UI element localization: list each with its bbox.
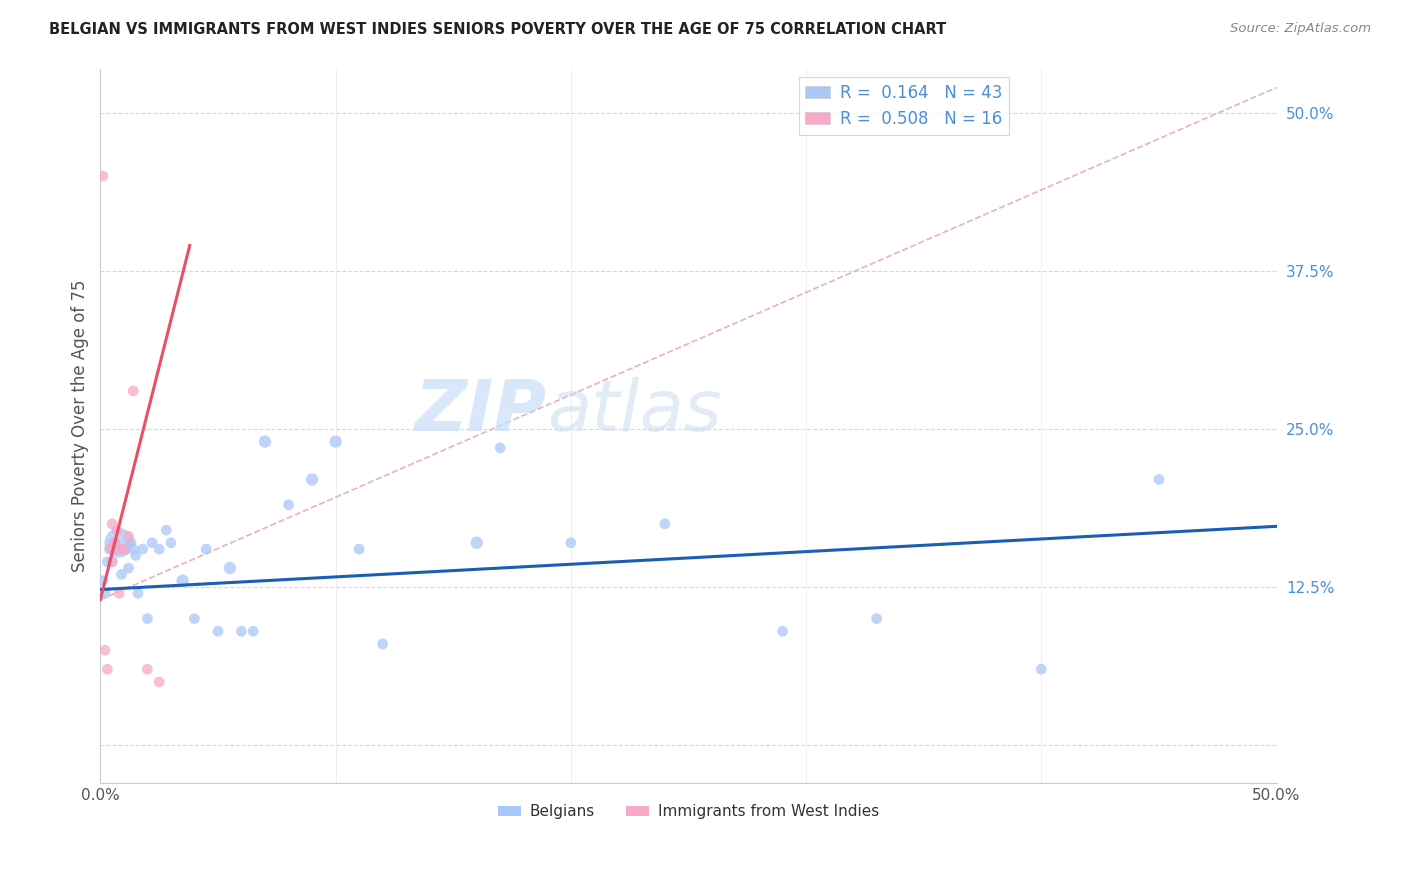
Text: Source: ZipAtlas.com: Source: ZipAtlas.com [1230, 22, 1371, 36]
Point [124, 549, 146, 563]
Point [155, 523, 177, 537]
Point [105, 542, 128, 557]
Point [120, 535, 142, 549]
Point [96, 662, 118, 676]
Point [277, 498, 299, 512]
Point [105, 523, 128, 537]
Point [96, 555, 118, 569]
Point [136, 612, 159, 626]
Point [141, 535, 163, 549]
Text: atlas: atlas [547, 377, 721, 446]
Point [91, 169, 114, 183]
Point [301, 473, 323, 487]
Point [94, 586, 117, 600]
Point [131, 542, 153, 557]
Point [117, 561, 139, 575]
Point [242, 624, 264, 639]
Point [122, 384, 145, 398]
Text: ZIP: ZIP [415, 377, 547, 446]
Point [560, 535, 582, 549]
Point [103, 535, 125, 549]
Point [371, 637, 394, 651]
Point [1147, 473, 1170, 487]
Point [195, 542, 218, 557]
Legend: Belgians, Immigrants from West Indies: Belgians, Immigrants from West Indies [492, 798, 886, 825]
Point [127, 586, 149, 600]
Text: BELGIAN VS IMMIGRANTS FROM WEST INDIES SENIORS POVERTY OVER THE AGE OF 75 CORREL: BELGIAN VS IMMIGRANTS FROM WEST INDIES S… [49, 22, 946, 37]
Point [1031, 662, 1053, 676]
Point [122, 542, 145, 557]
Point [101, 555, 124, 569]
Point [347, 542, 370, 557]
Point [98, 542, 121, 557]
Point [108, 535, 131, 549]
Point [98, 542, 121, 557]
Point [148, 542, 170, 557]
Point [772, 624, 794, 639]
Point [218, 561, 240, 575]
Point [865, 612, 887, 626]
Point [183, 612, 205, 626]
Point [101, 555, 124, 569]
Point [101, 516, 124, 531]
Point [112, 542, 135, 557]
Point [231, 624, 253, 639]
Point [112, 542, 135, 557]
Point [654, 516, 676, 531]
Point [105, 542, 128, 557]
Point [160, 535, 183, 549]
Point [110, 567, 132, 582]
Point [103, 535, 125, 549]
Y-axis label: Seniors Poverty Over the Age of 75: Seniors Poverty Over the Age of 75 [72, 279, 89, 572]
Point [110, 542, 132, 557]
Point [253, 434, 276, 449]
Point [115, 542, 138, 557]
Point [117, 529, 139, 543]
Point [136, 662, 159, 676]
Point [148, 674, 170, 689]
Point [91, 574, 114, 588]
Point [94, 643, 117, 657]
Point [172, 574, 194, 588]
Point [489, 441, 512, 455]
Point [207, 624, 229, 639]
Point [465, 535, 488, 549]
Point [325, 434, 347, 449]
Point [108, 586, 131, 600]
